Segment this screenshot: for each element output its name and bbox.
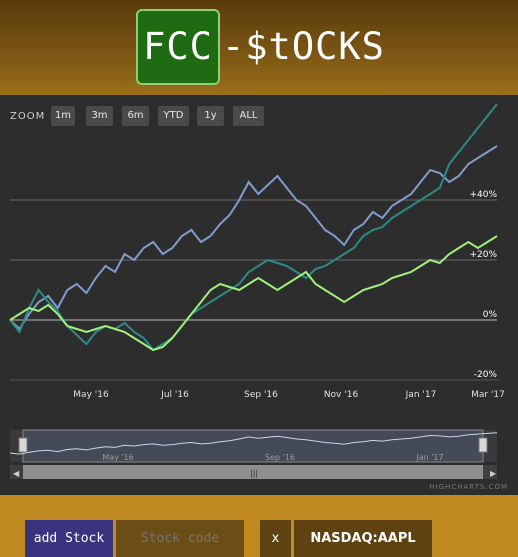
remove-stock-button[interactable]: x <box>260 520 291 557</box>
navigator-right-handle[interactable] <box>478 437 488 453</box>
zoom-ytd-button[interactable]: YTD <box>158 106 189 126</box>
scrollbar-thumb[interactable] <box>23 465 483 479</box>
y-tick-label: +20% <box>469 250 497 260</box>
x-tick-label: May '16 <box>73 390 109 400</box>
navigator-series <box>9 432 498 455</box>
y-tick-label: +40% <box>469 190 497 200</box>
navigator-series-line <box>9 432 498 455</box>
logo-text: -$tOCKS <box>222 25 385 68</box>
series-line-3[interactable] <box>9 235 498 352</box>
scrollbar-grip-icon: ||| <box>250 469 258 478</box>
x-tick-label: Mar '17 <box>471 390 505 400</box>
scroll-left-icon[interactable]: ◀ <box>13 469 20 478</box>
navigator-tick-label: Sep '16 <box>265 453 295 462</box>
zoom-6m-button[interactable]: 6m <box>122 106 149 126</box>
navigator-left-handle[interactable] <box>18 437 28 453</box>
stock-tag: NASDAQ:AAPL <box>294 520 432 557</box>
scrollbar[interactable]: ◀ ▶ ||| <box>10 465 497 479</box>
navigator-labels: May '16 Sep '16 Jan '17 <box>102 453 443 462</box>
chart-panel: ZOOM 1m 3m 6m YTD 1y ALL +40% +20% 0% -20% … <box>0 95 518 495</box>
navigator[interactable]: May '16 Sep '16 Jan '17 <box>9 429 498 463</box>
credits-link[interactable]: HIGHCHARTS.COM <box>429 483 508 491</box>
logo-badge: FCC <box>136 9 220 85</box>
x-axis-labels: May '16 Jul '16 Sep '16 Nov '16 Jan '17 Mar '… <box>73 390 505 400</box>
stock-chart[interactable]: +40% +20% 0% -20% May '16 Jul '16 Sep '16 Nov … <box>0 95 518 495</box>
x-tick-label: Jul '16 <box>160 390 189 400</box>
series-line-1[interactable] <box>9 145 498 331</box>
zoom-1m-button[interactable]: 1m <box>51 106 75 126</box>
navigator-selection[interactable] <box>22 429 484 463</box>
series-line-2[interactable] <box>9 103 498 352</box>
zoom-label: ZOOM <box>10 111 46 122</box>
navigator-tick-label: May '16 <box>102 453 133 462</box>
x-tick-label: Nov '16 <box>324 390 359 400</box>
zoom-1y-button[interactable]: 1y <box>197 106 224 126</box>
stock-code-input[interactable] <box>116 520 244 557</box>
y-axis-labels: +40% +20% 0% -20% <box>469 190 497 380</box>
series-lines <box>9 103 498 352</box>
y-tick-label: 0% <box>483 310 498 320</box>
header: FCC -$tOCKS <box>0 0 518 95</box>
navigator-track <box>10 430 497 462</box>
add-stock-button[interactable]: add Stock <box>25 520 113 557</box>
controls-bar: add Stock x NASDAQ:AAPL <box>0 495 518 557</box>
zoom-all-button[interactable]: ALL <box>233 106 264 126</box>
x-tick-label: Jan '17 <box>405 390 437 400</box>
zoom-3m-button[interactable]: 3m <box>86 106 113 126</box>
navigator-tick-label: Jan '17 <box>415 453 443 462</box>
scroll-right-icon[interactable]: ▶ <box>490 469 497 478</box>
y-tick-label: -20% <box>474 370 498 380</box>
x-tick-label: Sep '16 <box>244 390 278 400</box>
